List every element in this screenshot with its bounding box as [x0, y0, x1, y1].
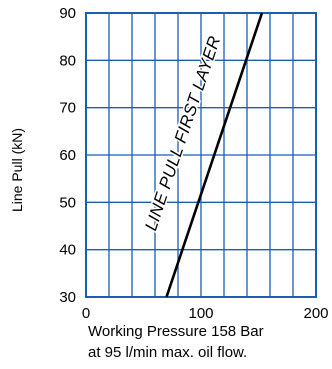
grid [85, 12, 317, 298]
x-tick-label: 0 [82, 305, 90, 322]
y-tick-label: 50 [59, 194, 76, 211]
y-tick-label: 60 [59, 147, 76, 164]
x-tick-label: 200 [303, 305, 328, 322]
plot-frame [85, 12, 317, 298]
x-tick-label: 100 [188, 305, 213, 322]
x-axis-label-line-1: Working Pressure 158 Bar [88, 323, 264, 340]
series-layer [165, 12, 264, 298]
series-line [165, 12, 264, 298]
y-tick-label: 80 [59, 52, 76, 69]
x-axis-label-line-2: at 95 l/min max. oil flow. [88, 344, 247, 361]
y-tick-label: 40 [59, 242, 76, 259]
y-tick-label: 30 [59, 289, 76, 306]
y-tick-label: 90 [59, 5, 76, 22]
series-label: LINE PULL FIRST LAYER [141, 34, 224, 233]
x-tick-labels: 0 100 200 [82, 305, 329, 322]
y-tick-label: 70 [59, 100, 76, 117]
y-axis-label: Line Pull (kN) [9, 128, 25, 212]
y-tick-labels: 30 40 50 60 70 80 90 [59, 5, 76, 306]
